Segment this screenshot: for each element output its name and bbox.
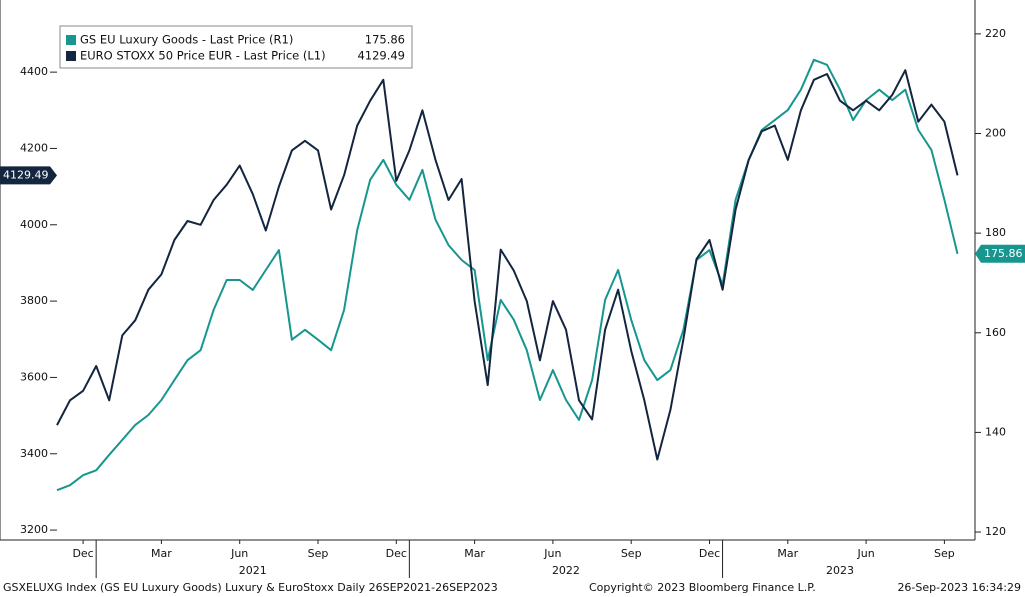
x-tick-label: Dec: [699, 547, 720, 560]
y-tick-label: 3600: [20, 370, 48, 383]
year-label: 2022: [552, 564, 580, 577]
x-tick-label: Dec: [386, 547, 407, 560]
y2-tick-label: 160: [985, 326, 1006, 339]
footer-center: Copyright© 2023 Bloomberg Finance L.P.: [589, 581, 816, 594]
x-tick-label: Mar: [464, 547, 485, 560]
x-tick-label: Sep: [308, 547, 329, 560]
x-tick-label: Mar: [777, 547, 798, 560]
x-tick-label: Dec: [72, 547, 93, 560]
x-tick-label: Mar: [151, 547, 172, 560]
y-tick-label: 4400: [20, 65, 48, 78]
x-tick-label: Jun: [230, 547, 248, 560]
footer-right: 26-Sep-2023 16:34:29: [897, 581, 1021, 594]
legend-swatch: [66, 51, 76, 61]
legend-label: GS EU Luxury Goods - Last Price (R1): [80, 33, 293, 47]
last-value-tag: [0, 166, 57, 185]
last-value-label: 4129.49: [3, 168, 49, 181]
year-label: 2023: [826, 564, 854, 577]
legend-label: EURO STOXX 50 Price EUR - Last Price (L1…: [80, 49, 326, 63]
x-tick-label: Jun: [543, 547, 561, 560]
legend-swatch: [66, 35, 76, 45]
x-tick-label: Sep: [934, 547, 955, 560]
y2-tick-label: 220: [985, 27, 1006, 40]
y-tick-label: 4200: [20, 141, 48, 154]
y2-tick-label: 180: [985, 226, 1006, 239]
y2-tick-label: 120: [985, 525, 1006, 538]
y-tick-label: 3200: [20, 523, 48, 536]
last-value-tag: [975, 244, 1025, 263]
y2-tick-label: 200: [985, 127, 1006, 140]
y-tick-label: 3800: [20, 294, 48, 307]
y-tick-label: 4000: [20, 218, 48, 231]
legend-box: [59, 25, 413, 69]
series-line: [56, 69, 959, 461]
legend: GS EU Luxury Goods - Last Price (R1) 175.…: [59, 25, 413, 69]
footer-left: GSXELUXG Index (GS EU Luxury Goods) Luxu…: [3, 581, 498, 594]
last-value-label: 175.86: [984, 247, 1023, 260]
y-tick-label: 3400: [20, 447, 48, 460]
legend-value: 4129.49: [357, 49, 405, 63]
year-label: 2021: [239, 564, 267, 577]
legend-value: 175.86: [365, 33, 405, 47]
x-tick-label: Jun: [857, 547, 875, 560]
y2-tick-label: 140: [985, 425, 1006, 438]
series-line: [56, 58, 959, 492]
x-tick-label: Sep: [621, 547, 642, 560]
